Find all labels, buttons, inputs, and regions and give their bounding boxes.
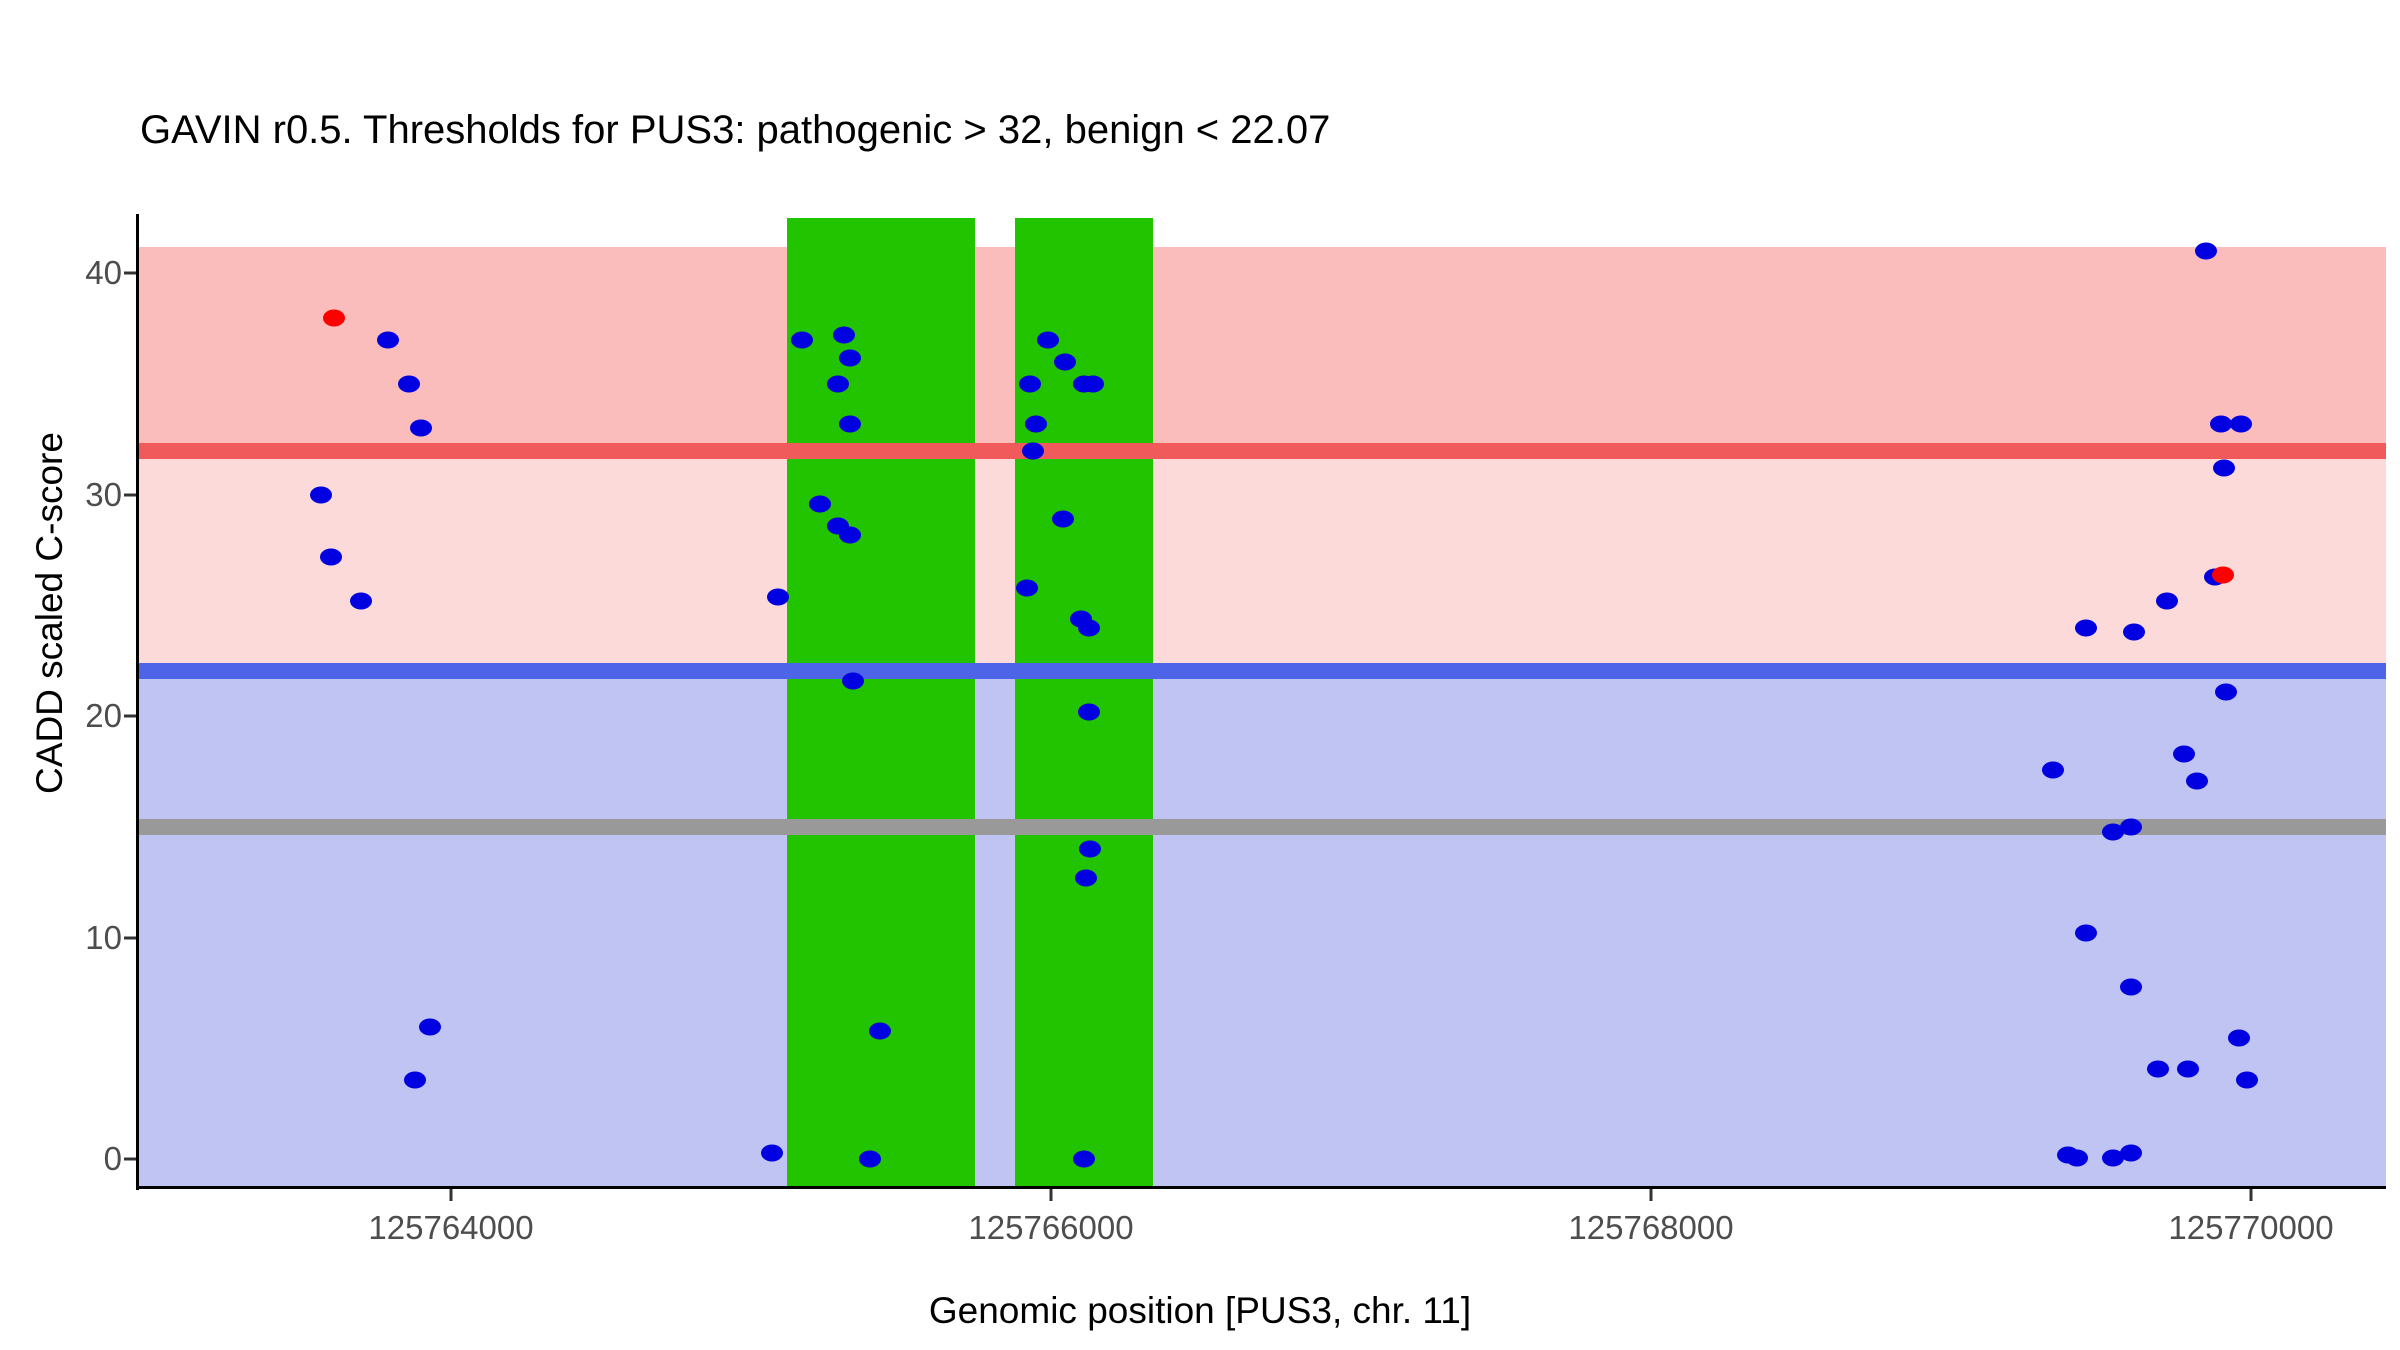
benign-threshold-line xyxy=(136,662,2386,679)
y-tick-label: 40 xyxy=(85,254,122,292)
gnomad-variant-point[interactable] xyxy=(2120,978,2142,996)
gnomad-variant-point[interactable] xyxy=(2210,415,2232,433)
gnomad-variant-point[interactable] xyxy=(2075,924,2097,942)
gnomad-variant-point[interactable] xyxy=(1019,375,1041,393)
gnomad-variant-point[interactable] xyxy=(1082,375,1104,393)
gnomad-variant-point[interactable] xyxy=(1037,331,1059,349)
gnomad-variant-point[interactable] xyxy=(2172,745,2195,763)
gnomad-variant-point[interactable] xyxy=(2066,1149,2088,1167)
exon-band-1 xyxy=(787,218,975,1186)
gnomad-variant-point[interactable] xyxy=(2186,772,2208,790)
x-tick-label: 125770000 xyxy=(2168,1209,2334,1246)
plot-panel xyxy=(136,218,2386,1186)
shaded-band-pathogenic xyxy=(136,246,2386,451)
gnomad-variant-point[interactable] xyxy=(1052,510,1074,528)
x-tick-label: 125764000 xyxy=(368,1209,534,1246)
pathogenic-threshold-line xyxy=(136,442,2386,459)
x-tick-mark xyxy=(449,1189,453,1201)
gnomad-variant-point[interactable] xyxy=(1077,619,1100,637)
shaded-band-benign xyxy=(136,670,2386,1186)
gnomad-variant-point[interactable] xyxy=(1053,353,1076,371)
y-tick-mark xyxy=(124,714,136,718)
gnomad-variant-point[interactable] xyxy=(309,486,332,504)
gnomad-variant-point[interactable] xyxy=(377,331,399,349)
gnomad-variant-point[interactable] xyxy=(2177,1060,2199,1078)
gnomad-variant-point[interactable] xyxy=(839,526,861,544)
gnomad-variant-point[interactable] xyxy=(410,419,432,437)
gnomad-variant-point[interactable] xyxy=(1074,869,1097,887)
gnomad-variant-point[interactable] xyxy=(404,1071,426,1089)
gnomad-variant-point[interactable] xyxy=(2102,823,2124,841)
gnomad-variant-point[interactable] xyxy=(827,375,849,393)
gnomad-variant-point[interactable] xyxy=(791,331,813,349)
gnomad-variant-point[interactable] xyxy=(1079,840,1101,858)
gnomad-variant-point[interactable] xyxy=(2147,1060,2169,1078)
shaded-band-intermediate xyxy=(136,450,2386,671)
gnomad-variant-point[interactable] xyxy=(2123,623,2145,641)
gnomad-variant-point[interactable] xyxy=(869,1022,891,1040)
gnomad-variant-point[interactable] xyxy=(2195,242,2217,260)
gnomad-variant-point[interactable] xyxy=(839,349,861,367)
clinvar-variant-point[interactable] xyxy=(323,309,345,327)
gnomad-variant-point[interactable] xyxy=(1073,1150,1095,1168)
gnomad-variant-point[interactable] xyxy=(842,672,864,690)
gnomad-variant-point[interactable] xyxy=(1025,415,1047,433)
gnomad-variant-point[interactable] xyxy=(398,375,420,393)
y-tick-label: 30 xyxy=(85,475,122,513)
exon-band-2 xyxy=(1015,218,1153,1186)
y-tick-mark xyxy=(124,493,136,497)
gnomad-variant-point[interactable] xyxy=(2102,1149,2124,1167)
gnomad-variant-point[interactable] xyxy=(761,1144,783,1162)
y-axis-label: CADD scaled C-score xyxy=(29,432,70,794)
gnomad-variant-point[interactable] xyxy=(858,1150,881,1168)
gnomad-variant-point[interactable] xyxy=(2075,619,2097,637)
clinvar-variant-point[interactable] xyxy=(2211,566,2234,584)
fallback-threshold-line xyxy=(136,819,2386,836)
y-tick-label: 20 xyxy=(85,697,122,735)
x-axis-label: Genomic position [PUS3, chr. 11] xyxy=(928,1290,1472,1331)
gnomad-variant-point[interactable] xyxy=(839,415,861,433)
gnomad-variant-point[interactable] xyxy=(1022,442,1044,460)
gnomad-variant-point[interactable] xyxy=(2228,1029,2250,1047)
gnomad-variant-point[interactable] xyxy=(1077,703,1100,721)
gnomad-variant-point[interactable] xyxy=(767,588,789,606)
gnomad-variant-point[interactable] xyxy=(2156,592,2178,610)
gnomad-variant-point[interactable] xyxy=(2042,761,2064,779)
y-tick-mark xyxy=(124,936,136,940)
x-tick-mark xyxy=(2249,1189,2253,1201)
gnomad-variant-point[interactable] xyxy=(320,548,342,566)
gnomad-variant-point[interactable] xyxy=(2213,459,2235,477)
gnomad-variant-point[interactable] xyxy=(2120,1144,2142,1162)
gnomad-variant-point[interactable] xyxy=(2229,415,2252,433)
x-tick-label: 125766000 xyxy=(968,1209,1134,1246)
y-tick-label: 10 xyxy=(85,918,122,956)
gnomad-variant-point[interactable] xyxy=(419,1018,441,1035)
x-tick-mark xyxy=(1649,1189,1653,1201)
y-tick-label: 0 xyxy=(103,1140,122,1178)
x-axis-line xyxy=(136,1186,2386,1189)
x-tick-label: 125768000 xyxy=(1568,1209,1734,1246)
gnomad-variant-point[interactable] xyxy=(1016,579,1038,597)
y-tick-mark xyxy=(124,1157,136,1161)
gnomad-variant-point[interactable] xyxy=(809,495,831,513)
gnomad-variant-point[interactable] xyxy=(2214,683,2237,701)
gnomad-variant-point[interactable] xyxy=(2235,1071,2258,1089)
y-tick-mark xyxy=(124,271,136,275)
plot-area xyxy=(136,218,2386,1186)
gnomad-variant-point[interactable] xyxy=(2120,818,2142,836)
y-axis-line xyxy=(136,214,139,1190)
gnomad-variant-point[interactable] xyxy=(833,326,855,344)
title-line-1: GAVIN r0.5. Thresholds for PUS3: pathoge… xyxy=(140,108,1331,152)
x-tick-mark xyxy=(1049,1189,1053,1201)
gnomad-variant-point[interactable] xyxy=(350,592,372,610)
